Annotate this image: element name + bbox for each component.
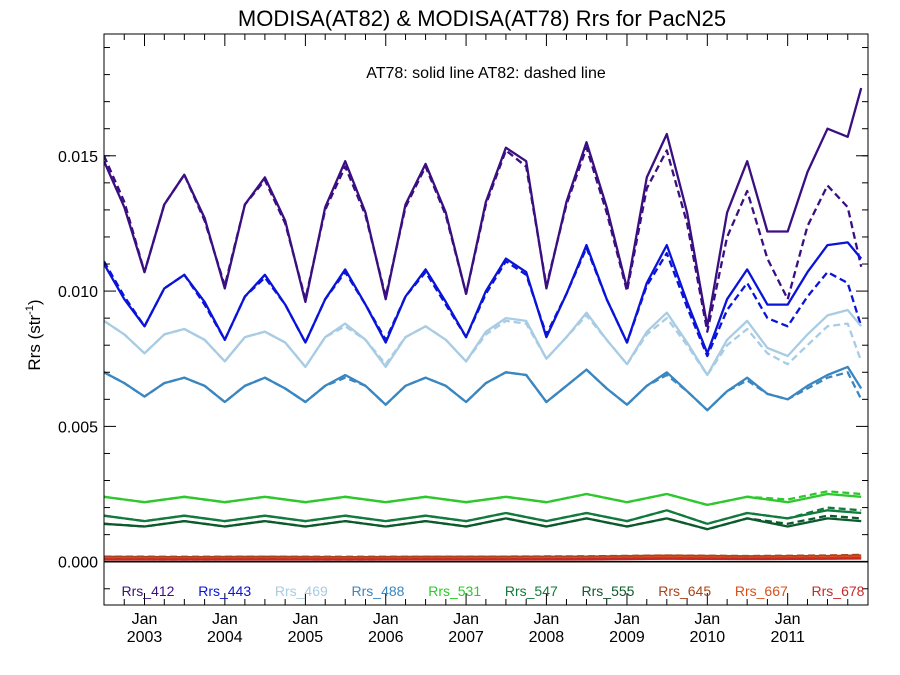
x-tick-year: 2003 — [127, 629, 163, 646]
x-tick-month: Jan — [293, 611, 319, 628]
y-tick-label: 0.005 — [58, 419, 98, 436]
legend: Rrs_412 Rrs_443 Rrs_469 Rrs_488 Rrs_531 Rrs_5… — [122, 583, 865, 599]
x-tick-year: 2006 — [368, 629, 404, 646]
x-tick-year: 2010 — [690, 629, 726, 646]
x-tick-year: 2007 — [448, 629, 484, 646]
legend-item-Rrs_443: Rrs_443 — [198, 583, 251, 599]
series-line-Rrs_488-at78 — [104, 365, 863, 412]
legend-item-Rrs_678: Rrs_678 — [812, 583, 865, 599]
y-axis-label: Rrs (str-1) — [24, 299, 44, 370]
legend-item-Rrs_645: Rrs_645 — [658, 583, 711, 599]
series-line-Rrs_412-at78 — [104, 87, 863, 328]
y-tick-label: 0.000 — [58, 555, 98, 572]
x-tick-month: Jan — [132, 611, 158, 628]
x-tick-month: Jan — [212, 611, 238, 628]
legend-item-Rrs_667: Rrs_667 — [735, 583, 788, 599]
series-line-Rrs_547-at82 — [104, 506, 862, 525]
x-tick-month: Jan — [453, 611, 479, 628]
x-tick-month: Jan — [373, 611, 399, 628]
series-line-Rrs_555-at82 — [104, 514, 862, 531]
plot-area — [104, 87, 863, 561]
series-line-Rrs_645-at82 — [104, 553, 862, 558]
series-line-Rrs_531-at82 — [104, 490, 862, 507]
legend-item-Rrs_412: Rrs_412 — [122, 583, 175, 599]
series-line-Rrs_678-at82 — [104, 557, 862, 561]
series-line-Rrs_469-at82 — [104, 314, 863, 377]
series-line-Rrs_531-at78 — [104, 492, 862, 507]
x-tick-year: 2004 — [207, 629, 243, 646]
chart-title: MODISA(AT82) & MODISA(AT78) Rrs for PacN… — [238, 6, 726, 31]
y-axis-label-close: ) — [25, 299, 44, 305]
x-tick-year: 2011 — [770, 629, 805, 646]
x-tick-month: Jan — [694, 611, 720, 628]
series-line-Rrs_412-at82 — [104, 146, 863, 333]
legend-item-Rrs_488: Rrs_488 — [352, 583, 405, 599]
series-line-Rrs_488-at82 — [104, 368, 863, 412]
x-tick-month: Jan — [775, 611, 801, 628]
legend-item-Rrs_531: Rrs_531 — [428, 583, 481, 599]
y-axis-label-text: Rrs (str — [25, 315, 44, 371]
line-style-note: AT78: solid line AT82: dashed line — [366, 65, 606, 82]
legend-item-Rrs_469: Rrs_469 — [275, 583, 328, 599]
y-tick-label: 0.010 — [58, 284, 98, 301]
series-line-Rrs_443-at82 — [104, 246, 863, 358]
legend-item-Rrs_547: Rrs_547 — [505, 583, 558, 599]
y-axis-label-exponent: -1 — [24, 305, 36, 315]
y-tick-label: 0.015 — [58, 149, 98, 166]
x-tick-month: Jan — [534, 611, 560, 628]
series-line-Rrs_469-at78 — [104, 308, 863, 377]
x-tick-month: Jan — [614, 611, 640, 628]
x-tick-year: 2009 — [609, 629, 645, 646]
legend-item-Rrs_555: Rrs_555 — [582, 583, 635, 599]
x-tick-year: 2005 — [288, 629, 324, 646]
x-tick-year: 2008 — [529, 629, 565, 646]
axes: 0.0000.0050.0100.015Jan2003Jan2004Jan200… — [58, 33, 869, 646]
